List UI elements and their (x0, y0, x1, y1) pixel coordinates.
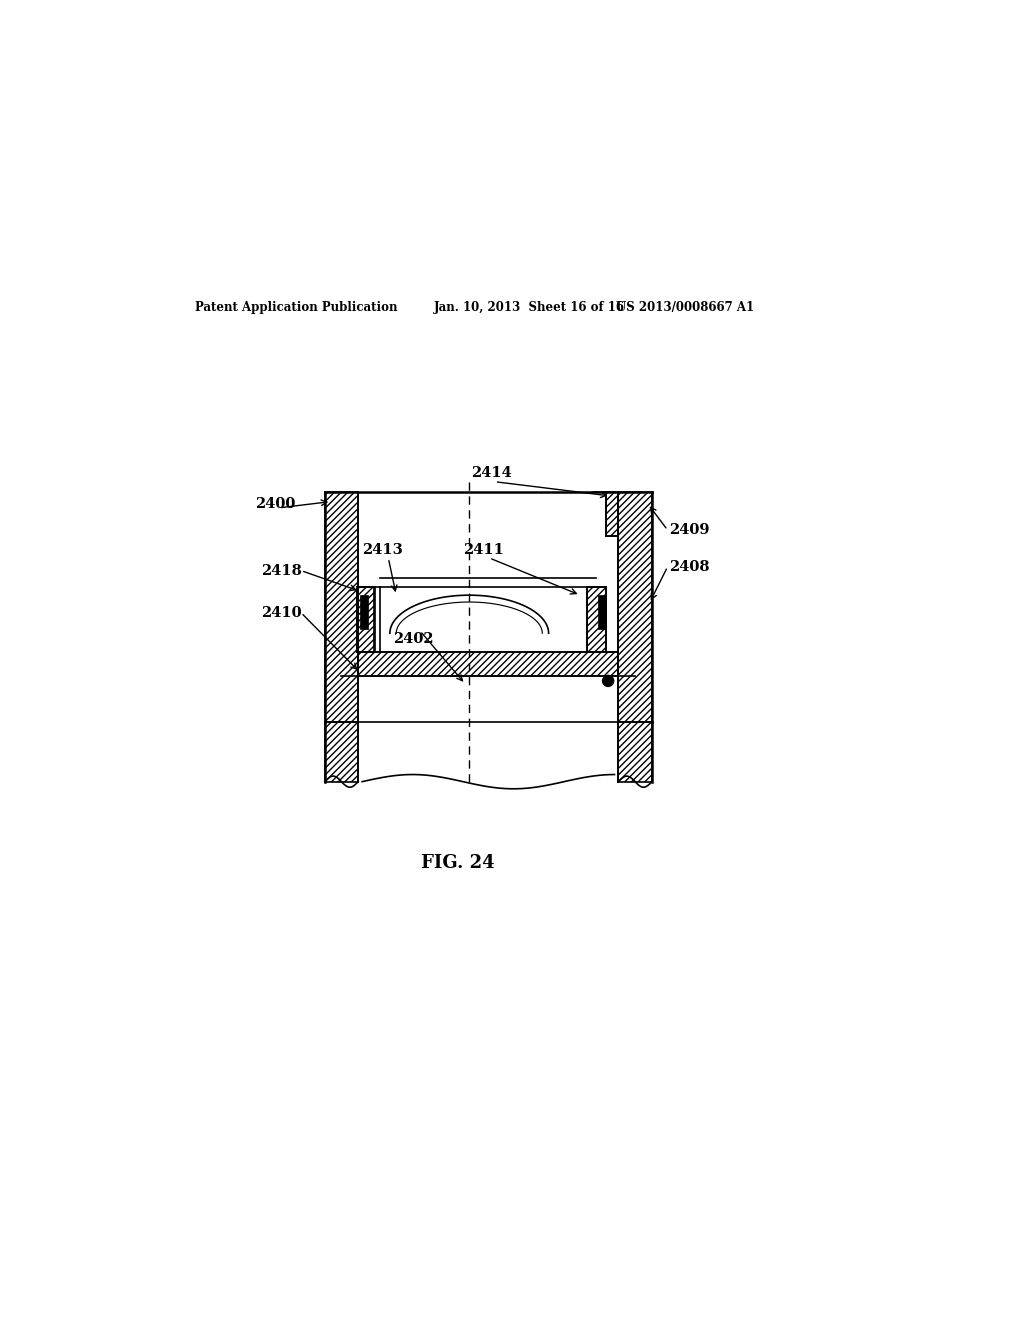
Bar (618, 722, 652, 781)
Text: 2410: 2410 (261, 606, 302, 619)
Bar (618, 492, 652, 722)
Bar (358, 652, 618, 676)
Bar (360, 595, 369, 628)
Text: 2413: 2413 (361, 543, 402, 557)
Text: 2411: 2411 (463, 543, 504, 557)
Text: 2402: 2402 (393, 632, 434, 647)
Bar (356, 587, 375, 652)
Circle shape (602, 676, 613, 686)
Bar (588, 587, 606, 652)
Bar (598, 595, 606, 628)
Text: 2418: 2418 (261, 564, 302, 578)
Text: 2414: 2414 (471, 466, 512, 480)
Bar (606, 492, 618, 536)
Text: 2409: 2409 (670, 523, 710, 537)
Text: 2400: 2400 (255, 496, 295, 511)
Bar (325, 492, 358, 722)
Text: Jan. 10, 2013  Sheet 16 of 16: Jan. 10, 2013 Sheet 16 of 16 (433, 301, 625, 314)
Text: US 2013/0008667 A1: US 2013/0008667 A1 (616, 301, 755, 314)
Text: Patent Application Publication: Patent Application Publication (196, 301, 398, 314)
Text: 2408: 2408 (670, 561, 710, 574)
Text: FIG. 24: FIG. 24 (421, 854, 495, 871)
Bar (325, 722, 358, 781)
